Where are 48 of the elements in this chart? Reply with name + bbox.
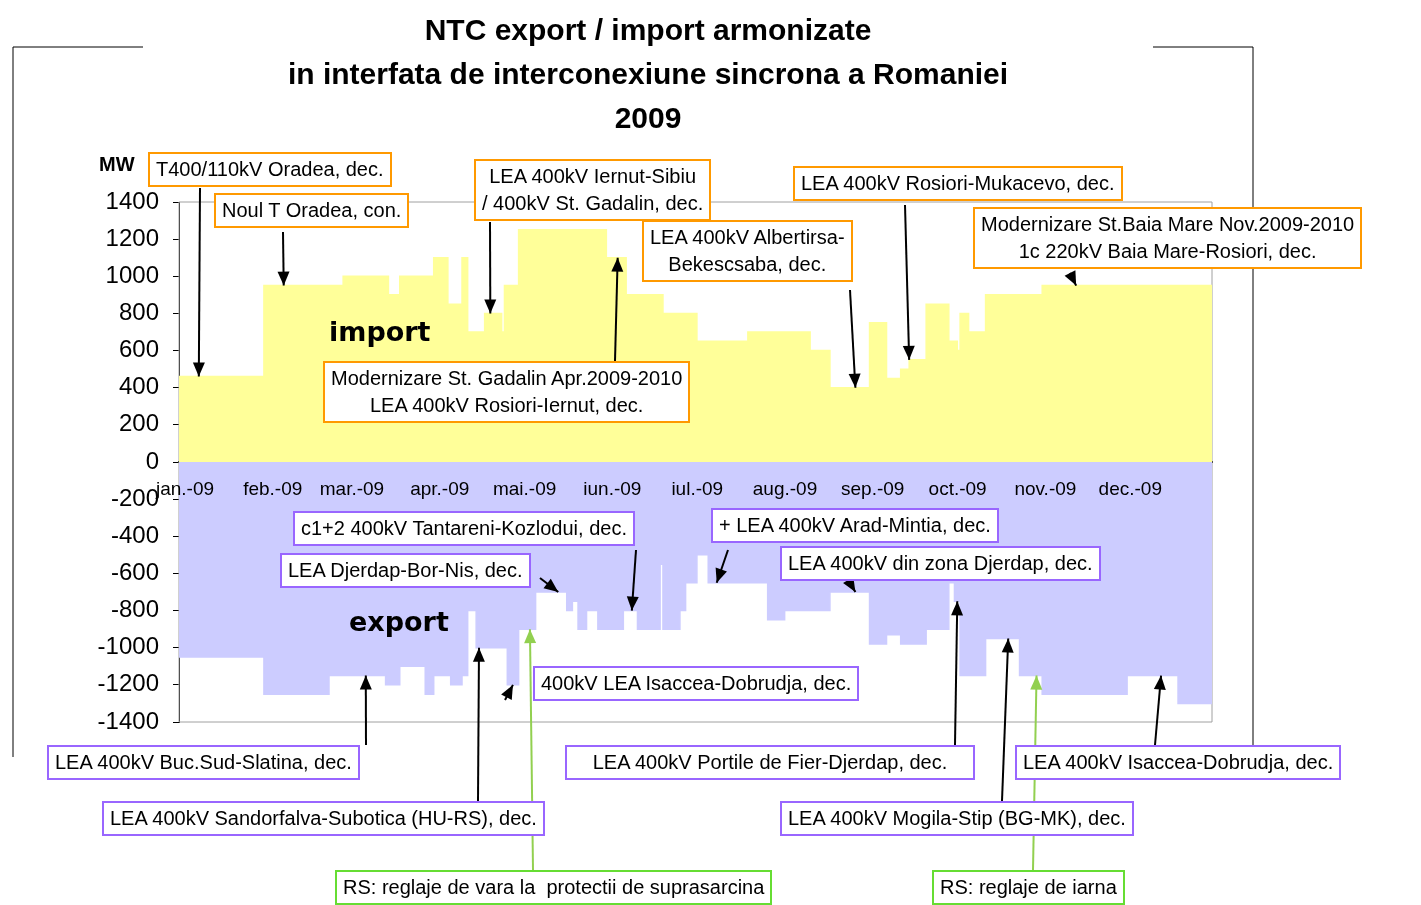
annotation: + LEA 400kV Arad-Mintia, dec. [711, 508, 999, 543]
series-label: export [349, 606, 449, 637]
y-tick-label: 0 [145, 446, 159, 474]
x-tick-label: iul.-09 [671, 477, 724, 499]
chart-title: NTC export / import armonizate in interfata de interconexiune sincrona a Romaniei 2009 [286, 12, 1010, 136]
x-tick-label: nov.-09 [1014, 477, 1077, 499]
y-tick-label: 600 [118, 335, 159, 363]
y-tick-label: 800 [118, 298, 159, 326]
x-tick-label: mar.-09 [319, 477, 385, 499]
annotation: LEA 400kV din zona Djerdap, dec. [780, 546, 1101, 581]
annotation: LEA 400kV Rosiori-Mukacevo, dec. [793, 166, 1123, 201]
y-tick-label: -1400 [97, 706, 159, 734]
y-tick-label: 1400 [105, 186, 159, 214]
annotation: T400/110kV Oradea, dec. [148, 152, 392, 187]
x-tick-label: dec.-09 [1098, 477, 1162, 499]
annotation: LEA 400kV Buc.Sud-Slatina, dec. [47, 745, 360, 780]
annotation: LEA Djerdap-Bor-Nis, dec. [280, 553, 531, 588]
annotation: LEA 400kV Isaccea-Dobrudja, dec. [1015, 745, 1342, 780]
y-axis-title: MW [99, 153, 135, 176]
annotation: 400kV LEA Isaccea-Dobrudja, dec. [533, 666, 860, 701]
y-tick-label: -1200 [97, 669, 159, 697]
y-tick-label: 200 [118, 409, 159, 437]
annotation: LEA 400kV Sandorfalva-Subotica (HU-RS), dec. [102, 801, 545, 836]
x-tick-label: oct.-09 [928, 477, 987, 499]
annotation: LEA 400kV Portile de Fier-Djerdap, dec. [565, 745, 975, 780]
y-tick-label: 1200 [105, 223, 159, 251]
x-tick-label: feb.-09 [243, 477, 303, 499]
annotation: Noul T Oradea, con. [214, 193, 410, 228]
annotation: RS: reglaje de iarna [932, 870, 1125, 905]
annotation: c1+2 400kV Tantareni-Kozlodui, dec. [293, 511, 635, 546]
annotation: LEA 400kV Iernut-Sibiu / 400kV St. Gadalin, dec. [474, 159, 712, 221]
series-label: import [329, 316, 431, 347]
annotation: LEA 400kV Mogila-Stip (BG-MK), dec. [780, 801, 1134, 836]
y-tick-label: -600 [110, 558, 159, 586]
annotation: Modernizare St. Gadalin Apr.2009-2010 LEA 400kV Rosiori-Iernut, dec. [323, 361, 691, 423]
y-tick-label: -800 [110, 595, 159, 623]
x-tick-label: apr.-09 [410, 477, 470, 499]
x-tick-label: iun.-09 [583, 477, 642, 499]
y-tick-label: 400 [118, 372, 159, 400]
y-tick-label: 1000 [105, 260, 159, 288]
annotation: LEA 400kV Albertirsa- Bekescsaba, dec. [642, 220, 853, 282]
annotation: Modernizare St.Baia Mare Nov.2009-2010 1c 220kV Baia Mare-Rosiori, dec. [973, 207, 1363, 269]
y-tick-label: -400 [110, 520, 159, 548]
annotation: RS: reglaje de vara la protectii de suprasarcina [335, 870, 773, 905]
x-tick-label: mai.-09 [492, 477, 557, 499]
x-tick-label: sep.-09 [841, 477, 905, 499]
y-tick-label: -1000 [97, 632, 159, 660]
x-tick-label: aug.-09 [752, 477, 818, 499]
